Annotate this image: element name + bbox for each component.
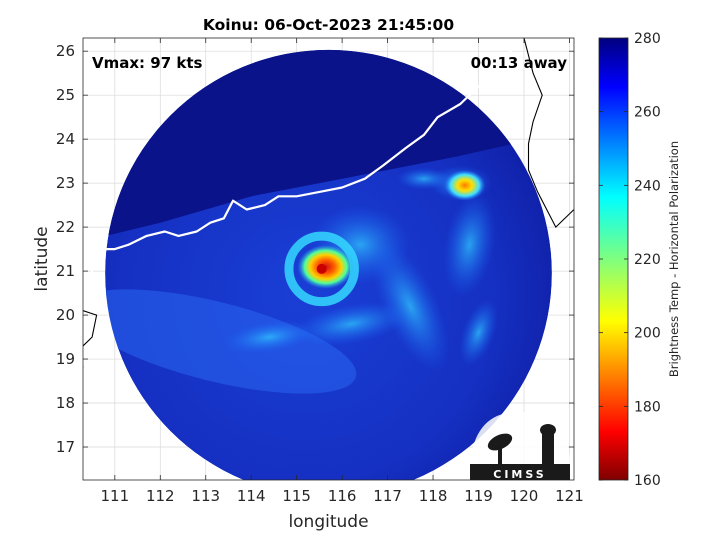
rainband <box>224 320 315 354</box>
y-axis-label: latitude <box>32 226 52 291</box>
x-tick-label: 111 <box>101 487 130 505</box>
x-axis-ticks: 111 112 113 114 115 116 117 118 119 120 121 <box>101 38 584 505</box>
x-tick-label: 118 <box>419 487 448 505</box>
colorbar-gradient <box>598 37 629 481</box>
logo-text: CIMSS <box>493 468 546 481</box>
x-tick-label: 116 <box>328 487 357 505</box>
water-tower-legs <box>542 434 554 464</box>
y-tick-label: 26 <box>56 42 75 60</box>
y-tick-label: 24 <box>56 130 75 148</box>
convective-hotspot <box>444 169 486 201</box>
colorbar: 160 180 200 220 240 260 280 Brightness Temp - … <box>598 31 681 489</box>
rainband <box>459 299 498 367</box>
cimss-logo: CIMSS <box>470 412 570 481</box>
x-axis-label: longitude <box>288 512 368 532</box>
coastline <box>83 38 574 368</box>
y-tick-label: 17 <box>56 438 75 456</box>
storm-eye <box>316 263 327 274</box>
y-axis-ticks: 17 18 19 20 21 22 23 24 25 26 <box>56 42 574 456</box>
colorbar-tick-label: 240 <box>634 178 661 194</box>
x-tick-label: 113 <box>191 487 220 505</box>
rainband <box>396 167 452 190</box>
vmax-annotation: Vmax: 97 kts <box>92 54 202 72</box>
water-tower-tank <box>540 424 556 436</box>
y-tick-label: 18 <box>56 394 75 412</box>
plot-area: 111 112 113 114 115 116 117 118 119 120 121 17 18 19… <box>56 37 584 505</box>
taiwan-coastline <box>523 38 574 229</box>
y-tick-label: 21 <box>56 262 75 280</box>
logo-bar <box>470 464 570 480</box>
leizhou-coastline <box>83 257 94 303</box>
x-tick-label: 121 <box>555 487 584 505</box>
y-tick-label: 25 <box>56 86 75 104</box>
chart-title: Koinu: 06-Oct-2023 21:45:00 <box>203 16 454 34</box>
china-coastline <box>83 38 521 259</box>
hainan-coastline <box>83 310 98 368</box>
colorbar-tick-label: 180 <box>634 399 661 415</box>
x-tick-label: 114 <box>237 487 266 505</box>
colorbar-ticks: 160 180 200 220 240 260 280 <box>599 31 661 489</box>
colorbar-tick-label: 200 <box>634 326 661 342</box>
x-tick-label: 120 <box>510 487 539 505</box>
eyewall-ring <box>284 231 359 307</box>
x-tick-label: 119 <box>464 487 493 505</box>
satellite-dish <box>487 433 513 451</box>
x-tick-label: 117 <box>373 487 402 505</box>
y-tick-label: 23 <box>56 174 75 192</box>
colorbar-tick-label: 220 <box>634 252 661 268</box>
rainband <box>371 241 450 372</box>
y-tick-label: 19 <box>56 350 75 368</box>
x-tick-label: 112 <box>146 487 175 505</box>
rainband <box>443 192 496 297</box>
time-offset-annotation: 00:13 away <box>471 54 568 72</box>
y-tick-label: 20 <box>56 306 75 324</box>
y-tick-label: 22 <box>56 218 75 236</box>
x-tick-label: 115 <box>282 487 311 505</box>
sea-band <box>105 289 357 394</box>
rainband <box>292 301 410 346</box>
colorbar-tick-label: 280 <box>634 31 661 47</box>
dish-mast <box>498 444 502 464</box>
colorbar-label: Brightness Temp - Horizontal Polarizatio… <box>667 141 681 377</box>
colorbar-tick-label: 160 <box>634 473 661 489</box>
plot-frame <box>82 37 575 481</box>
colorbar-tick-label: 260 <box>634 105 661 121</box>
